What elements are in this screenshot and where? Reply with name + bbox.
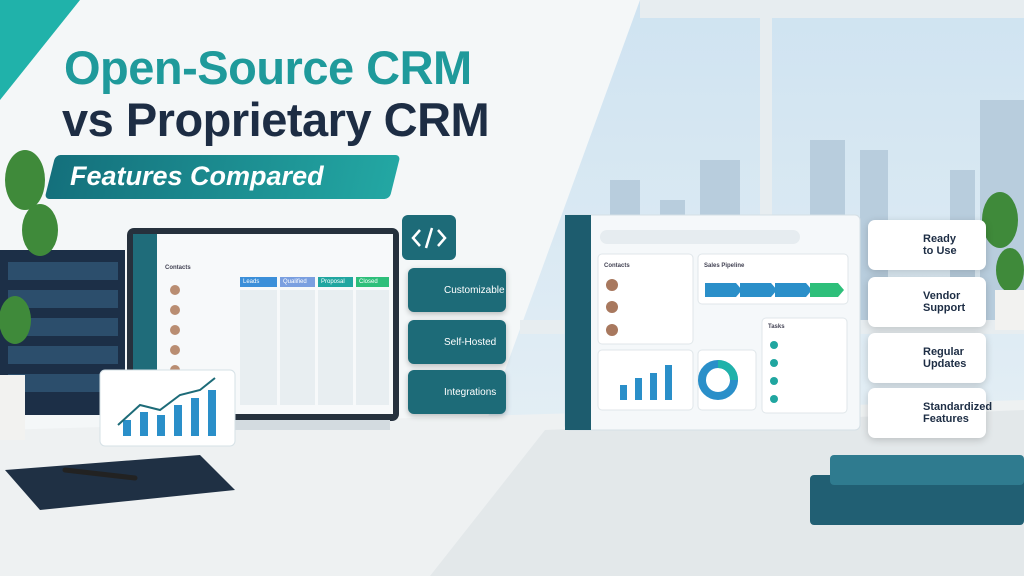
screen-heading: Contacts	[604, 263, 630, 269]
plants	[0, 150, 1024, 440]
title-line-2: vs Proprietary CRM	[62, 93, 490, 146]
feature-button: Integrations	[408, 370, 506, 414]
feature-label: Ready to Use	[923, 233, 957, 257]
feature-label: Regular Updates	[923, 346, 967, 370]
column-label: Closed	[359, 279, 378, 285]
feature-label: Standardized Features	[923, 401, 993, 425]
feature-label: Self-Hosted	[444, 336, 497, 348]
feature-card: Vendor Support	[868, 277, 986, 327]
growth-chart-card	[99, 369, 236, 447]
feature-button: Customizable	[408, 268, 506, 312]
feature-label: Vendor Support	[923, 290, 966, 314]
subtitle: Features Compared	[70, 161, 324, 191]
code-icon-card	[402, 215, 456, 260]
feature-card: Ready to Use	[868, 220, 986, 270]
title-line-1: Open-Source CRM	[64, 41, 472, 94]
notebook	[5, 455, 235, 510]
column-label: Qualified	[283, 279, 307, 285]
feature-button: Self-Hosted	[408, 320, 506, 364]
feature-card: Regular Updates	[868, 333, 986, 383]
books	[810, 455, 1024, 525]
corner-accent	[0, 0, 80, 100]
column-label: Leads	[243, 279, 260, 285]
feature-label: Integrations	[444, 386, 497, 398]
screen-heading: Contacts	[165, 265, 191, 271]
right-monitor	[564, 214, 861, 431]
screen-heading: Sales Pipeline	[704, 263, 745, 269]
desk-right	[430, 410, 1024, 576]
feature-label: Customizable	[444, 284, 505, 296]
column-label: Proposal	[321, 279, 345, 285]
screen-heading: Tasks	[768, 324, 785, 330]
feature-card: Standardized Features	[868, 388, 993, 438]
